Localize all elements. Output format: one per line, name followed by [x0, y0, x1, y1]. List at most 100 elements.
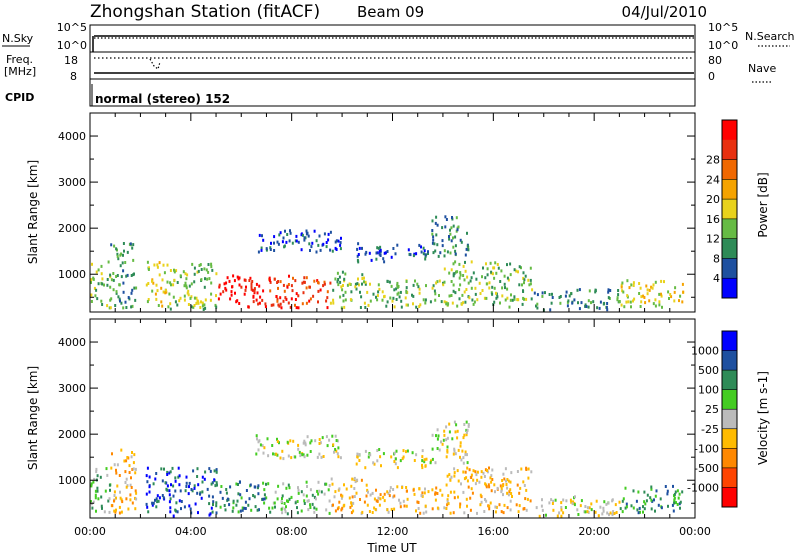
power-cell — [468, 296, 471, 300]
velocity-cell — [487, 483, 490, 487]
velocity-cell — [431, 507, 434, 511]
velocity-cell — [196, 475, 199, 478]
sky-tick-top: 10^5 — [57, 21, 87, 34]
power-cell — [370, 258, 373, 262]
velocity-cell — [332, 443, 335, 447]
power-cell — [443, 249, 446, 253]
velocity-cell — [453, 471, 456, 475]
power-cell — [286, 233, 289, 236]
velocity-cell — [419, 511, 422, 515]
velocity-cell — [457, 495, 459, 499]
power-cell — [264, 302, 267, 306]
velocity-cell — [151, 503, 154, 507]
velocity-cell — [672, 509, 675, 513]
power-cell — [103, 283, 105, 287]
velocity-cell — [274, 505, 276, 509]
velocity-cell — [193, 484, 196, 488]
velocity-cell — [522, 507, 525, 511]
power-cell — [175, 269, 178, 273]
power-cell — [414, 279, 416, 283]
velocity-cell — [393, 460, 396, 463]
velocity-cell — [179, 489, 182, 493]
velocity-colorbar-swatch — [722, 389, 737, 410]
power-cell — [287, 301, 290, 305]
velocity-y-tick-label: 1000 — [58, 474, 86, 487]
power-cell — [236, 299, 239, 303]
power-cell — [297, 240, 300, 244]
velocity-x-tick-label: 04:00 — [175, 525, 207, 538]
power-cell — [210, 292, 213, 296]
velocity-cell — [466, 504, 468, 508]
velocity-cell — [371, 511, 374, 514]
power-cell — [174, 300, 177, 304]
power-cell — [172, 283, 175, 287]
velocity-cell — [423, 491, 426, 495]
power-cell — [282, 299, 285, 303]
power-cell — [202, 308, 205, 311]
velocity-cell — [465, 428, 468, 432]
power-cell — [524, 274, 527, 278]
velocity-cell — [204, 470, 207, 474]
power-cell — [682, 290, 685, 294]
power-cell — [218, 285, 221, 289]
velocity-cell — [399, 459, 402, 463]
power-cell — [559, 295, 562, 298]
power-cell — [669, 293, 672, 296]
power-cell — [122, 290, 125, 294]
power-cell — [470, 286, 473, 290]
power-cell — [151, 279, 153, 283]
velocity-cell — [527, 467, 530, 471]
velocity-cell — [132, 467, 135, 471]
velocity-cell — [502, 472, 505, 476]
velocity-cell — [382, 452, 385, 456]
velocity-cell — [276, 437, 278, 441]
velocity-colorbar-swatch — [722, 409, 737, 430]
velocity-cell — [128, 464, 131, 468]
velocity-cell — [210, 482, 213, 486]
velocity-cell — [479, 493, 482, 497]
power-cell — [281, 240, 284, 244]
power-cell — [405, 286, 408, 290]
velocity-cell — [350, 501, 353, 505]
power-cell — [400, 305, 403, 309]
velocity-cell — [398, 498, 400, 502]
velocity-cell — [653, 498, 655, 502]
power-cell — [250, 285, 253, 289]
power-cell — [110, 243, 113, 247]
power-cell — [367, 303, 370, 307]
power-cell — [218, 283, 221, 287]
velocity-cell — [681, 490, 684, 494]
velocity-cell — [421, 466, 424, 470]
power-cell — [120, 301, 123, 305]
power-cell — [443, 280, 446, 284]
velocity-cell — [146, 480, 149, 484]
power-colorbar-swatch — [722, 139, 737, 161]
velocity-cell — [335, 439, 338, 442]
velocity-cell — [462, 456, 465, 460]
power-cell — [335, 239, 338, 243]
velocity-cell — [569, 498, 572, 502]
velocity-cell — [517, 510, 520, 514]
power-cell — [456, 270, 459, 274]
velocity-cell — [214, 484, 217, 488]
velocity-cell — [331, 482, 334, 486]
velocity-cell — [363, 500, 366, 504]
velocity-cell — [447, 502, 450, 506]
power-cell — [559, 301, 562, 305]
power-cell — [452, 224, 455, 228]
velocity-cell — [107, 499, 110, 503]
velocity-cell — [208, 467, 211, 471]
velocity-cell — [235, 482, 238, 486]
velocity-cell — [412, 488, 415, 492]
power-cell — [264, 305, 267, 309]
velocity-cell — [367, 490, 369, 494]
velocity-scatter-region — [267, 480, 331, 516]
velocity-cell — [325, 435, 328, 439]
velocity-scatter-region — [619, 484, 684, 515]
velocity-cell — [664, 485, 667, 488]
power-cell — [284, 296, 287, 300]
velocity-cell — [169, 470, 172, 474]
power-cell — [399, 290, 402, 294]
velocity-cell — [525, 468, 528, 471]
velocity-cell — [442, 438, 445, 442]
